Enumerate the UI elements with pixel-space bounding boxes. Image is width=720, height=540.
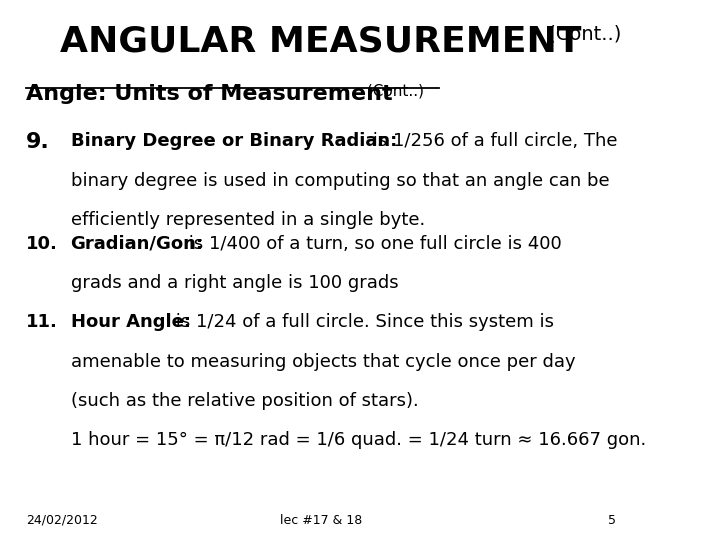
- Text: (Cont..): (Cont..): [362, 84, 424, 99]
- Text: (Cont..): (Cont..): [542, 24, 621, 43]
- Text: 9.: 9.: [26, 132, 50, 152]
- Text: 11.: 11.: [26, 313, 58, 331]
- Text: 24/02/2012: 24/02/2012: [26, 514, 97, 526]
- Text: (such as the relative position of stars).: (such as the relative position of stars)…: [71, 392, 418, 410]
- Text: 10.: 10.: [26, 235, 58, 253]
- Text: is 1/24 of a full circle. Since this system is: is 1/24 of a full circle. Since this sys…: [170, 313, 554, 331]
- Text: 1 hour = 15° = π/12 rad = 1/6 quad. = 1/24 turn ≈ 16.667 gon.: 1 hour = 15° = π/12 rad = 1/6 quad. = 1/…: [71, 431, 646, 449]
- Text: is 1/256 of a full circle, The: is 1/256 of a full circle, The: [367, 132, 617, 150]
- Text: lec #17 & 18: lec #17 & 18: [279, 514, 362, 526]
- Text: 5: 5: [608, 514, 616, 526]
- Text: is 1/400 of a turn, so one full circle is 400: is 1/400 of a turn, so one full circle i…: [183, 235, 562, 253]
- Text: efficiently represented in a single byte.: efficiently represented in a single byte…: [71, 211, 425, 229]
- Text: grads and a right angle is 100 grads: grads and a right angle is 100 grads: [71, 274, 398, 292]
- Text: Binary Degree or Binary Radian:: Binary Degree or Binary Radian:: [71, 132, 397, 150]
- Text: Gradian/Gon:: Gradian/Gon:: [71, 235, 204, 253]
- Text: ANGULAR MEASUREMENT: ANGULAR MEASUREMENT: [60, 24, 582, 58]
- Text: Angle: Units of Measurement: Angle: Units of Measurement: [26, 84, 392, 104]
- Text: binary degree is used in computing so that an angle can be: binary degree is used in computing so th…: [71, 172, 609, 190]
- Text: amenable to measuring objects that cycle once per day: amenable to measuring objects that cycle…: [71, 353, 575, 370]
- Text: Hour Angle:: Hour Angle:: [71, 313, 191, 331]
